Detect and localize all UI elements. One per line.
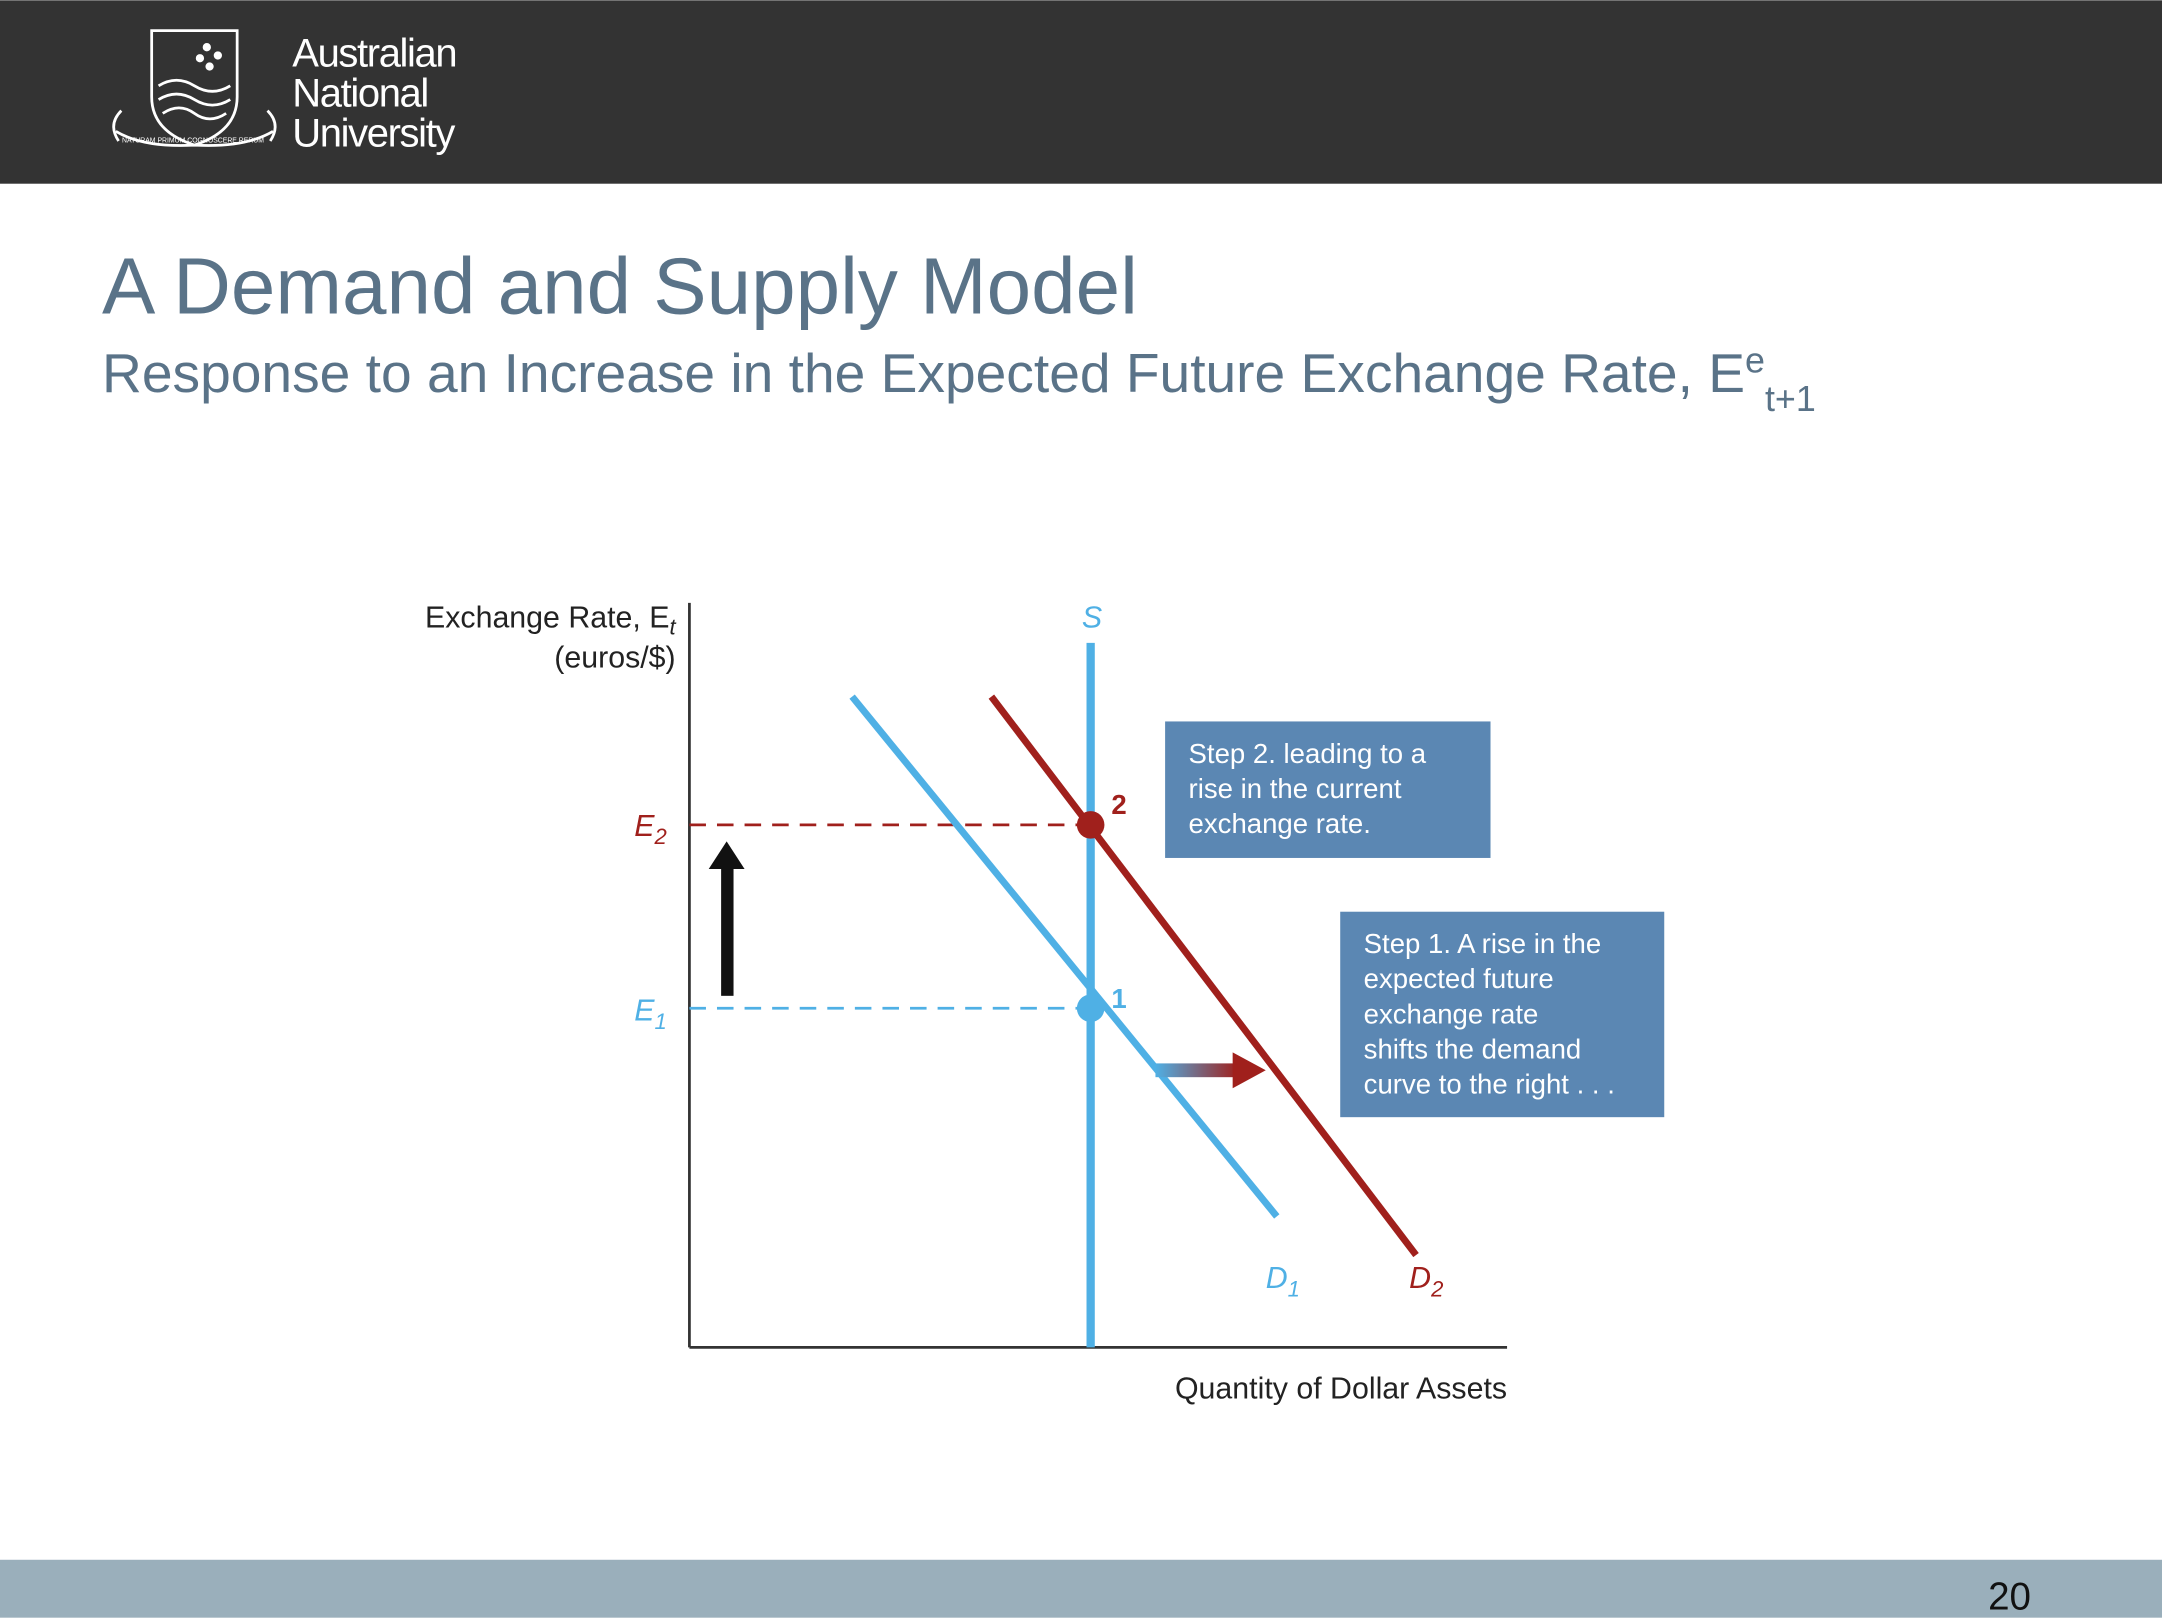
- y-axis-unit: (euros/$): [554, 642, 675, 675]
- curve-sub: 2: [1430, 1276, 1443, 1301]
- step-2-text: Step 2. leading to a rise in the current…: [1189, 738, 1434, 839]
- page-number: 20: [1988, 1575, 2031, 1618]
- up-arrow: [708, 841, 745, 996]
- subtitle-sup: e: [1745, 341, 1765, 381]
- curve-sub: 1: [1288, 1276, 1300, 1301]
- step-1-text: Step 1. A rise in the expected future ex…: [1364, 928, 1615, 1100]
- level-sub: 1: [654, 1009, 666, 1034]
- level-label: E1: [634, 995, 667, 1034]
- x-axis-label: Quantity of Dollar Assets: [1175, 1372, 1507, 1405]
- box-line: exchange rate.: [1189, 808, 1371, 839]
- demand-curve-2: [988, 694, 1419, 1258]
- logo-text: National: [292, 71, 428, 115]
- point-label: 1: [1111, 983, 1126, 1014]
- box-line: Step 2. leading to a: [1189, 738, 1427, 769]
- motto: NATURAM PRIMUM COGNOSCERE RERUM: [122, 137, 264, 144]
- box-line: Step 1. A rise in the: [1364, 928, 1602, 959]
- y-axis-label: Exchange Rate, Et: [425, 602, 676, 640]
- box-line: rise in the current: [1189, 773, 1402, 804]
- diagram: Exchange Rate, Et (euros/$) Quantity of …: [425, 602, 1665, 1405]
- supply-label: S: [1082, 602, 1102, 635]
- curve-label: D2: [1409, 1262, 1443, 1301]
- curve-symbol: D: [1266, 1262, 1288, 1295]
- point-2: [1076, 811, 1105, 839]
- title: A Demand and Supply Model: [102, 241, 1138, 330]
- shift-arrow: [1155, 1052, 1266, 1089]
- level-symbol: E: [634, 995, 655, 1028]
- point-1: [1076, 994, 1105, 1023]
- curve-label: D1: [1266, 1262, 1300, 1301]
- level-symbol: E: [634, 810, 655, 843]
- subtitle-text: Response to an Increase in the Expected …: [102, 342, 1745, 404]
- step-2-box: [1165, 721, 1491, 858]
- logo: [112, 29, 277, 147]
- header-bar: [0, 0, 2162, 184]
- level-sub: 2: [653, 824, 666, 849]
- box-line: shifts the demand: [1364, 1034, 1582, 1065]
- box-line: curve to the right . . .: [1364, 1069, 1615, 1100]
- y-axis-label-sub: t: [669, 615, 676, 640]
- footer-bar: [0, 1559, 2162, 1618]
- subtitle-sub: t+1: [1765, 379, 1816, 419]
- step-1-box: [1340, 911, 1665, 1118]
- logo-text: Australian: [292, 32, 456, 76]
- box-line: exchange rate: [1364, 998, 1539, 1029]
- demand-curve-1: [849, 694, 1280, 1219]
- level-label: E2: [634, 810, 667, 849]
- box-line: expected future: [1364, 963, 1554, 994]
- logo-text: University: [292, 111, 455, 155]
- y-axis-label-text: Exchange Rate, E: [425, 602, 669, 635]
- subtitle: Response to an Increase in the Expected …: [102, 341, 1816, 420]
- point-label: 2: [1111, 789, 1126, 820]
- curve-symbol: D: [1409, 1262, 1431, 1295]
